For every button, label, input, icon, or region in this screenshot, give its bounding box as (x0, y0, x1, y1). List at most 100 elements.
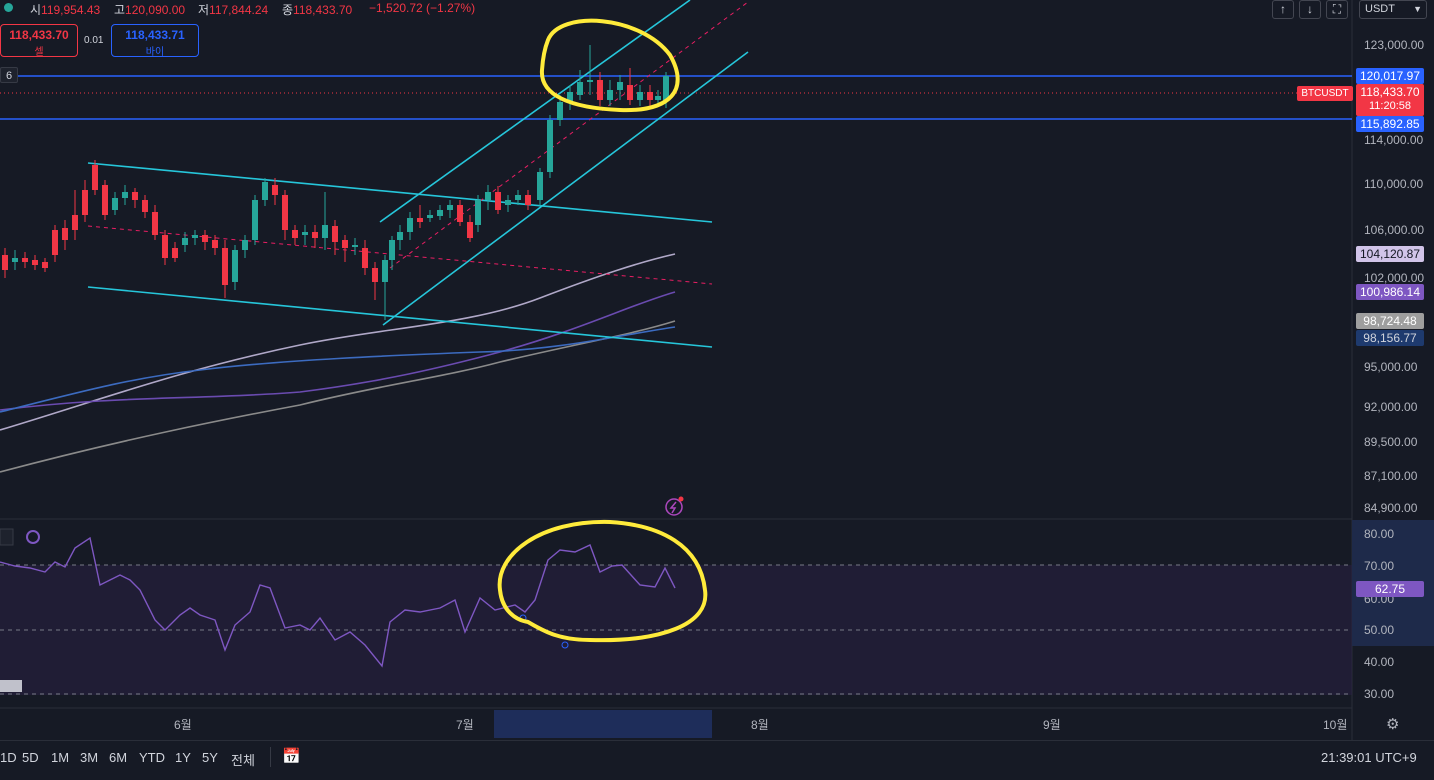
spread-value: 0.01 (84, 35, 104, 46)
range-1d[interactable]: 1D (0, 750, 17, 765)
close-label: 종 (282, 3, 294, 17)
candle-body (262, 182, 268, 200)
open-label: 시 (30, 3, 42, 17)
rsi-settings-icon (26, 530, 40, 544)
sell-button[interactable]: 118,433.70 셀 (0, 24, 78, 58)
rsi-axis-label: 80.00 (1364, 527, 1395, 541)
candle-body (547, 120, 553, 172)
candle-body (202, 235, 208, 242)
candle-body (292, 230, 298, 238)
candle-body (322, 225, 328, 238)
buy-label: 바이 (145, 47, 165, 58)
ma-tag-4: 98,156.77 (1356, 330, 1424, 346)
candle-body (122, 192, 128, 198)
candle-body (647, 92, 653, 100)
candle-body (112, 198, 118, 210)
sell-price: 118,433.70 (9, 28, 69, 42)
candle-body (447, 205, 453, 210)
candle-body (2, 255, 8, 270)
candle-body (332, 226, 338, 242)
candle-body (427, 215, 433, 218)
range-6m[interactable]: 6M (109, 750, 128, 765)
channel-lower-line (87, 286, 713, 348)
support-price-tag: 115,892.85 (1356, 116, 1424, 132)
range-5y[interactable]: 5Y (202, 750, 218, 765)
candle-body (272, 185, 278, 195)
ma-line-2 (0, 291, 676, 411)
candle-body (362, 248, 368, 268)
chevron-down-icon: ▼ (1413, 4, 1422, 14)
ma-tag-1: 104,120.87 (1356, 246, 1424, 262)
candle-body (467, 222, 473, 238)
candle-body (132, 192, 138, 200)
candle-body (222, 248, 228, 285)
candle-body (242, 240, 248, 250)
candle-body (302, 232, 308, 235)
ma-tag-3: 98,724.48 (1356, 313, 1424, 329)
candle-body (212, 240, 218, 248)
high-value: 120,090.00 (125, 3, 186, 17)
candle-body (457, 205, 463, 222)
price-axis-label: 87,100.00 (1364, 469, 1418, 483)
last-price-tag: 118,433.70 11:20:58 (1356, 84, 1424, 116)
candle-body (312, 232, 318, 238)
candle-body (192, 235, 198, 238)
low-label: 저 (198, 3, 210, 17)
goto-date-icon[interactable]: 📅 (282, 748, 301, 765)
candle-body (172, 248, 178, 258)
rsi-axis-label: 70.00 (1364, 559, 1395, 573)
candle-body (607, 90, 613, 100)
price-axis-label: 92,000.00 (1364, 400, 1418, 414)
scroll-up-button[interactable]: ↑ (1272, 0, 1294, 19)
ma-line-1 (0, 253, 676, 431)
time-axis-label: 8월 (751, 718, 769, 732)
time-axis-label: 9월 (1043, 718, 1061, 732)
scroll-down-button[interactable]: ↓ (1299, 0, 1321, 19)
candle-body (352, 245, 358, 247)
range-3m[interactable]: 3M (80, 750, 99, 765)
candle-body (655, 96, 661, 100)
resistance-price-tag: 120,017.97 (1356, 68, 1424, 84)
candle-body (505, 200, 511, 205)
candle-body (52, 230, 58, 255)
high-label: 고 (114, 3, 126, 17)
sell-label: 셀 (34, 47, 44, 58)
settings-icon[interactable]: ⚙ (1386, 716, 1400, 733)
rsi-line (0, 536, 676, 668)
range-1y[interactable]: 1Y (175, 750, 191, 765)
clock[interactable]: 21:39:01 UTC+9 (1321, 750, 1417, 765)
rsi-divergence-point (561, 641, 569, 649)
candle-body (389, 240, 395, 260)
candle-body (407, 218, 413, 232)
range-ytd[interactable]: YTD (139, 750, 165, 765)
symbol-dot-icon (4, 1, 13, 15)
fullscreen-button[interactable]: ⛶ (1326, 0, 1348, 19)
toolbar-divider (270, 747, 271, 767)
range-5d[interactable]: 5D (22, 750, 39, 765)
candle-body (382, 260, 388, 282)
range-1m[interactable]: 1M (51, 750, 70, 765)
candle-body (597, 80, 603, 100)
candle-body (372, 268, 378, 282)
indicator-count-badge[interactable]: 6 (0, 67, 18, 83)
candle-body (62, 228, 68, 240)
price-axis-label: 95,000.00 (1364, 360, 1418, 374)
candle-body (637, 92, 643, 100)
buy-price: 118,433.71 (125, 28, 185, 42)
price-axis-label: 110,000.00 (1364, 177, 1424, 191)
price-axis-label: 84,900.00 (1364, 501, 1418, 515)
candle-body (525, 195, 531, 205)
buy-button[interactable]: 118,433.71 바이 (111, 24, 199, 58)
range-all[interactable]: 전체 (231, 753, 255, 768)
candle-body (515, 195, 521, 200)
upchannel-mid-line (389, 1, 749, 269)
time-axis-label: 10월 (1323, 718, 1348, 732)
candle-body (342, 240, 348, 248)
candle-body (142, 200, 148, 212)
price-axis-label: 123,000.00 (1364, 38, 1425, 52)
candle-body (557, 102, 563, 120)
ma-tag-2: 100,986.14 (1356, 284, 1424, 300)
time-selection-highlight (494, 710, 712, 738)
currency-select[interactable]: USDT ▼ (1359, 0, 1427, 19)
